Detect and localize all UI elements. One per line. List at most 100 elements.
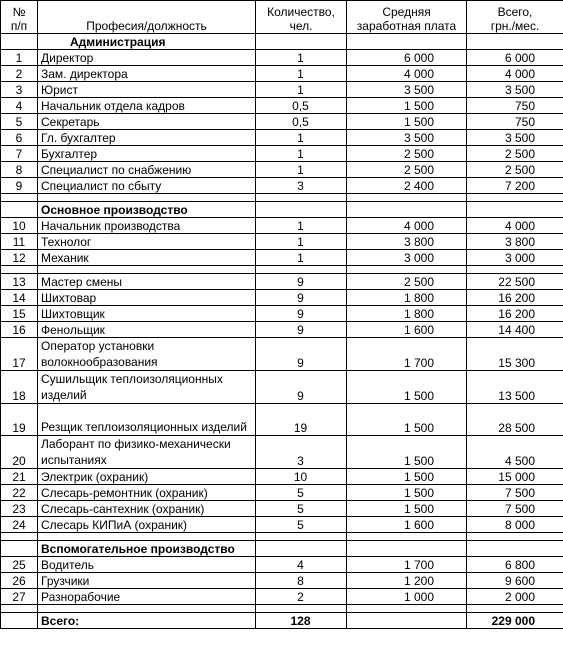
section-num-cell xyxy=(0,540,38,557)
row-number: 3 xyxy=(0,81,38,98)
row-profession: Электрик (охраник) xyxy=(37,468,256,485)
row-total: 750 xyxy=(466,113,563,130)
table-row: 11 Технолог 1 3 800 3 800 xyxy=(0,233,563,250)
row-profession: Шихтовар xyxy=(37,289,256,306)
spacer-cell xyxy=(0,265,38,274)
table-row: 9 Специалист по сбыту 3 2 400 7 200 xyxy=(0,177,563,194)
spacer-cell xyxy=(346,193,467,202)
row-qty: 0,5 xyxy=(255,97,347,114)
row-total: 28 500 xyxy=(466,403,563,436)
header-num: № п/п xyxy=(0,0,38,34)
row-number: 15 xyxy=(0,305,38,322)
row-salary: 6 000 xyxy=(346,49,467,66)
row-qty: 1 xyxy=(255,233,347,250)
row-total: 15 300 xyxy=(466,337,563,371)
row-salary: 1 500 xyxy=(346,403,467,436)
row-profession: Технолог xyxy=(37,233,256,250)
row-number: 7 xyxy=(0,145,38,162)
row-salary: 4 000 xyxy=(346,65,467,82)
row-profession: Фенольщик xyxy=(37,321,256,338)
row-salary: 1 500 xyxy=(346,500,467,517)
spacer-row xyxy=(0,193,563,202)
row-salary: 1 500 xyxy=(346,97,467,114)
row-qty: 8 xyxy=(255,572,347,589)
row-total: 2 500 xyxy=(466,145,563,162)
table-row: 22 Слесарь-ремонтник (охраник) 5 1 500 7 500 xyxy=(0,484,563,501)
row-profession: Слесарь-ремонтник (охраник) xyxy=(37,484,256,501)
row-total: 6 800 xyxy=(466,556,563,573)
table-row: 10 Начальник производства 1 4 000 4 000 xyxy=(0,217,563,234)
row-total: 14 400 xyxy=(466,321,563,338)
row-salary: 2 500 xyxy=(346,161,467,178)
spacer-cell xyxy=(37,532,256,541)
row-profession: Директор xyxy=(37,49,256,66)
header-qty: Количество, чел. xyxy=(255,0,347,34)
spacer-cell xyxy=(0,193,38,202)
row-qty: 1 xyxy=(255,249,347,266)
section-title: Администрация xyxy=(37,33,256,50)
row-profession: Механик xyxy=(37,249,256,266)
section-empty-cell xyxy=(466,201,563,218)
row-total: 4 000 xyxy=(466,65,563,82)
row-total: 9 600 xyxy=(466,572,563,589)
row-number: 8 xyxy=(0,161,38,178)
row-total: 750 xyxy=(466,97,563,114)
row-salary: 1 500 xyxy=(346,484,467,501)
row-salary: 1 500 xyxy=(346,113,467,130)
row-number: 26 xyxy=(0,572,38,589)
row-salary: 1 600 xyxy=(346,516,467,533)
row-number: 17 xyxy=(0,337,38,371)
row-qty: 1 xyxy=(255,65,347,82)
table-row: 14 Шихтовар 9 1 800 16 200 xyxy=(0,289,563,306)
row-total: 3 000 xyxy=(466,249,563,266)
table-row: 23 Слесарь-сантехник (охраник) 5 1 500 7 500 xyxy=(0,500,563,517)
row-salary: 1 600 xyxy=(346,321,467,338)
table-row: 3 Юрист 1 3 500 3 500 xyxy=(0,81,563,98)
row-total: 3 500 xyxy=(466,81,563,98)
section-row: Основное производство xyxy=(0,201,563,218)
section-row: Вспомогательное производство xyxy=(0,540,563,557)
row-profession: Специалист по сбыту xyxy=(37,177,256,194)
table-row: 21 Электрик (охраник) 10 1 500 15 000 xyxy=(0,468,563,485)
row-qty: 9 xyxy=(255,321,347,338)
spacer-cell xyxy=(466,604,563,613)
row-number: 1 xyxy=(0,49,38,66)
row-profession: Сушильщик теплоизоляционных изделий xyxy=(37,370,256,404)
table-row: 4 Начальник отдела кадров 0,5 1 500 750 xyxy=(0,97,563,114)
row-salary: 3 800 xyxy=(346,233,467,250)
spacer-cell xyxy=(255,265,347,274)
row-number: 14 xyxy=(0,289,38,306)
row-qty: 10 xyxy=(255,468,347,485)
row-profession: Начальник производства xyxy=(37,217,256,234)
table-row: 8 Специалист по снабжению 1 2 500 2 500 xyxy=(0,161,563,178)
total-salary-cell xyxy=(346,612,467,629)
row-number: 16 xyxy=(0,321,38,338)
row-number: 4 xyxy=(0,97,38,114)
header-row: № п/п Професия/должность Количество, чел… xyxy=(0,0,563,34)
spacer-cell xyxy=(346,265,467,274)
row-profession: Специалист по снабжению xyxy=(37,161,256,178)
row-total: 16 200 xyxy=(466,305,563,322)
row-salary: 2 500 xyxy=(346,273,467,290)
row-number: 23 xyxy=(0,500,38,517)
row-salary: 3 500 xyxy=(346,81,467,98)
section-row: Администрация xyxy=(0,33,563,50)
row-qty: 5 xyxy=(255,516,347,533)
row-qty: 9 xyxy=(255,289,347,306)
row-number: 2 xyxy=(0,65,38,82)
section-empty-cell xyxy=(346,201,467,218)
table-row: 19 Резщик теплоизоляционных изделий 19 1 50… xyxy=(0,403,563,436)
row-total: 2 500 xyxy=(466,161,563,178)
row-qty: 1 xyxy=(255,81,347,98)
row-qty: 1 xyxy=(255,217,347,234)
row-salary: 3 000 xyxy=(346,249,467,266)
row-qty: 4 xyxy=(255,556,347,573)
section-empty-cell xyxy=(466,540,563,557)
spacer-cell xyxy=(346,532,467,541)
row-salary: 1 500 xyxy=(346,370,467,404)
row-profession: Секретарь xyxy=(37,113,256,130)
spacer-cell xyxy=(466,193,563,202)
row-qty: 1 xyxy=(255,129,347,146)
row-qty: 3 xyxy=(255,435,347,469)
row-number: 25 xyxy=(0,556,38,573)
